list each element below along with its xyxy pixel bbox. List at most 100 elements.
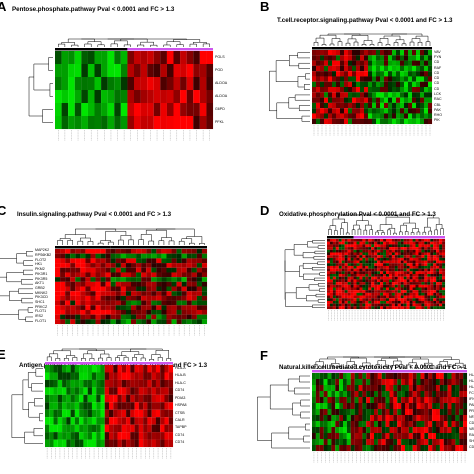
heatmap-cell [338, 244, 342, 248]
heatmap-cell [424, 241, 428, 245]
heatmap-cell [374, 306, 378, 310]
heatmap-cell [412, 298, 416, 301]
heatmap-cell [424, 239, 428, 242]
heatmap-cell [74, 424, 80, 433]
heatmap-cell [332, 108, 337, 114]
heatmap-cell [350, 421, 355, 428]
heatmap-cell [196, 258, 202, 264]
heatmap-cell [400, 257, 404, 261]
heatmap-cell [389, 439, 394, 446]
heatmap-cell [95, 319, 101, 325]
heatmap-cell [359, 249, 363, 253]
heatmap-cell [57, 402, 63, 410]
heatmap-cell [439, 421, 444, 428]
heatmap-cell [312, 379, 316, 386]
heatmap-cell [374, 385, 378, 392]
heatmap-cell [201, 295, 208, 301]
heatmap-cell [368, 276, 372, 280]
heatmap-cell [191, 319, 197, 325]
heatmap-cell [388, 255, 392, 258]
heatmap-cell [436, 421, 440, 428]
heatmap-cell [397, 415, 402, 422]
heatmap-cell [366, 379, 371, 386]
heatmap-cell [428, 373, 433, 380]
heatmap-cell [377, 298, 381, 301]
heatmap-cell [160, 77, 167, 91]
heatmap-cell [131, 319, 137, 325]
heatmap-cell [353, 284, 357, 288]
heatmap-cell [127, 64, 135, 78]
heatmap-cell [344, 287, 348, 291]
heatmap-cell [347, 276, 351, 280]
heatmap-cell [403, 255, 407, 258]
heatmap-cell [60, 291, 66, 296]
heatmap-cell [60, 314, 66, 320]
heatmap-cell [45, 394, 50, 403]
heatmap-cell [377, 239, 381, 242]
heatmap-cell [374, 274, 378, 277]
heatmap-cell [114, 77, 121, 91]
heatmap-cell [168, 409, 174, 418]
heatmap-cell [336, 87, 341, 93]
heatmap-cell [347, 295, 351, 299]
heatmap-cell [384, 108, 389, 114]
heatmap-cell [332, 97, 337, 103]
heatmap-cell [164, 417, 169, 425]
heatmap-cell [377, 252, 381, 256]
heatmap-cell [415, 298, 419, 301]
heatmap-cell [360, 76, 365, 82]
heatmap-cell [191, 291, 197, 296]
heatmap-cell [415, 287, 419, 291]
heatmap-cell [70, 277, 76, 282]
heatmap-cell [439, 397, 444, 404]
heatmap-cell [117, 402, 122, 410]
heatmap-cell [143, 372, 148, 380]
heatmap-cell [350, 385, 355, 392]
gene-label: PIK3CD [35, 295, 48, 300]
heatmap-cell [338, 284, 342, 288]
heatmap-cell [383, 247, 387, 250]
heatmap-cell [49, 432, 54, 440]
heatmap-cell [412, 306, 416, 310]
heatmap-cell [368, 287, 372, 291]
heatmap-cell [356, 306, 360, 310]
heatmap-cell [176, 272, 182, 278]
heatmap-cell [447, 433, 452, 440]
heatmap-cell [105, 267, 111, 273]
heatmap-cell [374, 257, 378, 261]
heatmap-cells [55, 51, 214, 130]
heatmap-cell [344, 306, 348, 310]
heatmap-cell [319, 421, 324, 428]
heatmap-cell [155, 409, 161, 418]
heatmap-cell [433, 239, 437, 242]
heatmap-cell [191, 263, 197, 268]
heatmap-cell [324, 55, 329, 61]
heatmap-cell [392, 76, 397, 82]
heatmap-cell [186, 319, 192, 325]
heatmap-cell [339, 439, 344, 446]
heatmap-cell [191, 305, 197, 310]
heatmap-cell [196, 309, 202, 315]
heatmap-cell [100, 267, 106, 273]
heatmap-cell [75, 305, 81, 310]
heatmap-cell [340, 92, 345, 98]
heatmap-cell [372, 71, 377, 77]
heatmap-cell [376, 108, 381, 114]
heatmap-cell [186, 263, 192, 268]
heatmap-cell [415, 284, 419, 288]
heatmap-cell [362, 252, 366, 256]
heatmap-cell [432, 415, 437, 422]
heatmap-cell [60, 263, 66, 268]
heatmap-cell [70, 402, 75, 410]
heatmap-cell [141, 249, 147, 254]
heatmap-cell [62, 372, 67, 380]
heatmap-cell [394, 265, 398, 269]
heatmap-cell [120, 64, 128, 78]
heatmap-cell [95, 258, 101, 264]
heatmap-cell [412, 421, 417, 428]
heatmap-cell [424, 303, 428, 307]
heatmap-cell [366, 415, 371, 422]
heatmap-cell [424, 292, 428, 296]
heatmap-cell [439, 252, 443, 256]
heatmap-cell [101, 116, 108, 130]
